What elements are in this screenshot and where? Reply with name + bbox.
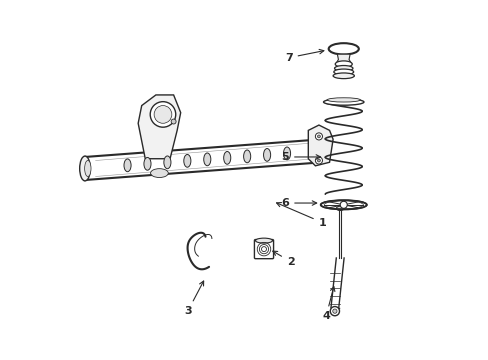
Ellipse shape xyxy=(124,159,131,172)
Ellipse shape xyxy=(336,206,343,211)
Ellipse shape xyxy=(320,200,366,210)
Text: 3: 3 xyxy=(183,281,203,316)
Text: 4: 4 xyxy=(322,287,334,321)
Text: 6: 6 xyxy=(281,198,316,208)
Text: 7: 7 xyxy=(285,49,323,63)
Ellipse shape xyxy=(143,157,151,170)
Text: 2: 2 xyxy=(272,251,294,266)
Ellipse shape xyxy=(328,43,358,54)
Circle shape xyxy=(315,157,322,164)
Text: 5: 5 xyxy=(281,152,320,162)
Circle shape xyxy=(171,119,176,124)
Ellipse shape xyxy=(332,73,354,78)
Circle shape xyxy=(317,135,320,138)
Text: 1: 1 xyxy=(276,203,325,228)
Ellipse shape xyxy=(255,238,272,243)
Ellipse shape xyxy=(334,66,352,71)
Ellipse shape xyxy=(335,61,351,67)
Circle shape xyxy=(332,309,336,313)
Ellipse shape xyxy=(323,99,363,105)
Circle shape xyxy=(340,201,346,208)
Ellipse shape xyxy=(163,156,171,169)
Ellipse shape xyxy=(263,149,270,161)
Circle shape xyxy=(315,133,322,140)
Circle shape xyxy=(317,159,320,162)
Circle shape xyxy=(154,105,171,123)
Circle shape xyxy=(329,306,339,316)
Ellipse shape xyxy=(80,156,90,181)
FancyBboxPatch shape xyxy=(254,239,273,259)
Ellipse shape xyxy=(333,69,353,75)
Ellipse shape xyxy=(223,152,230,164)
Ellipse shape xyxy=(84,161,91,176)
Ellipse shape xyxy=(203,153,210,166)
Circle shape xyxy=(150,102,175,127)
Ellipse shape xyxy=(283,147,290,160)
Ellipse shape xyxy=(326,98,360,102)
Ellipse shape xyxy=(183,154,190,167)
Polygon shape xyxy=(307,125,332,166)
Ellipse shape xyxy=(150,168,168,177)
Ellipse shape xyxy=(243,150,250,163)
Polygon shape xyxy=(335,54,351,64)
Polygon shape xyxy=(138,95,181,159)
